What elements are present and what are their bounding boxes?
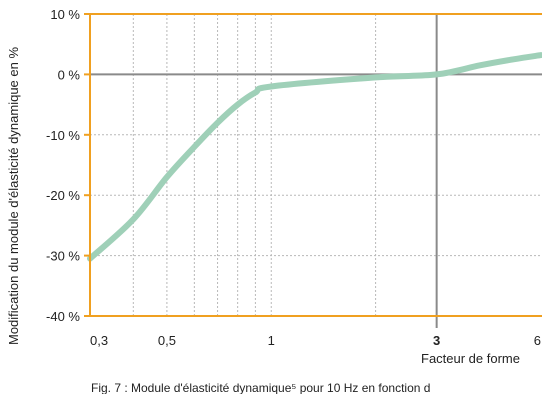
y-tick-label: -40 % xyxy=(46,309,80,324)
grid-layer xyxy=(90,14,542,316)
x-tick-label: 0,5 xyxy=(158,333,176,348)
data-curve xyxy=(87,52,542,262)
reference-lines xyxy=(90,14,542,328)
y-tick-label: -30 % xyxy=(46,249,80,264)
figure-caption: Fig. 7 : Module d'élasticité dynamique⁵ … xyxy=(91,381,430,394)
y-axis-title: Modification du module d'élasticité dyna… xyxy=(6,47,21,345)
y-tick-label: 10 % xyxy=(50,7,80,22)
axis-layer xyxy=(84,13,542,317)
tick-labels: 10 % 0 % -10 % -20 % -30 % -40 % 0,3 0,5 1 3 6 xyxy=(46,7,541,348)
y-tick-label: 0 % xyxy=(58,67,81,82)
x-tick-label: 3 xyxy=(433,333,440,348)
x-tick-label: 0,3 xyxy=(90,333,108,348)
y-tick-label: -10 % xyxy=(46,128,80,143)
curve-layer xyxy=(87,52,542,262)
x-tick-label: 6 xyxy=(534,333,541,348)
x-axis-title: Facteur de forme xyxy=(421,351,520,366)
y-tick-label: -20 % xyxy=(46,188,80,203)
x-tick-label: 1 xyxy=(268,333,275,348)
